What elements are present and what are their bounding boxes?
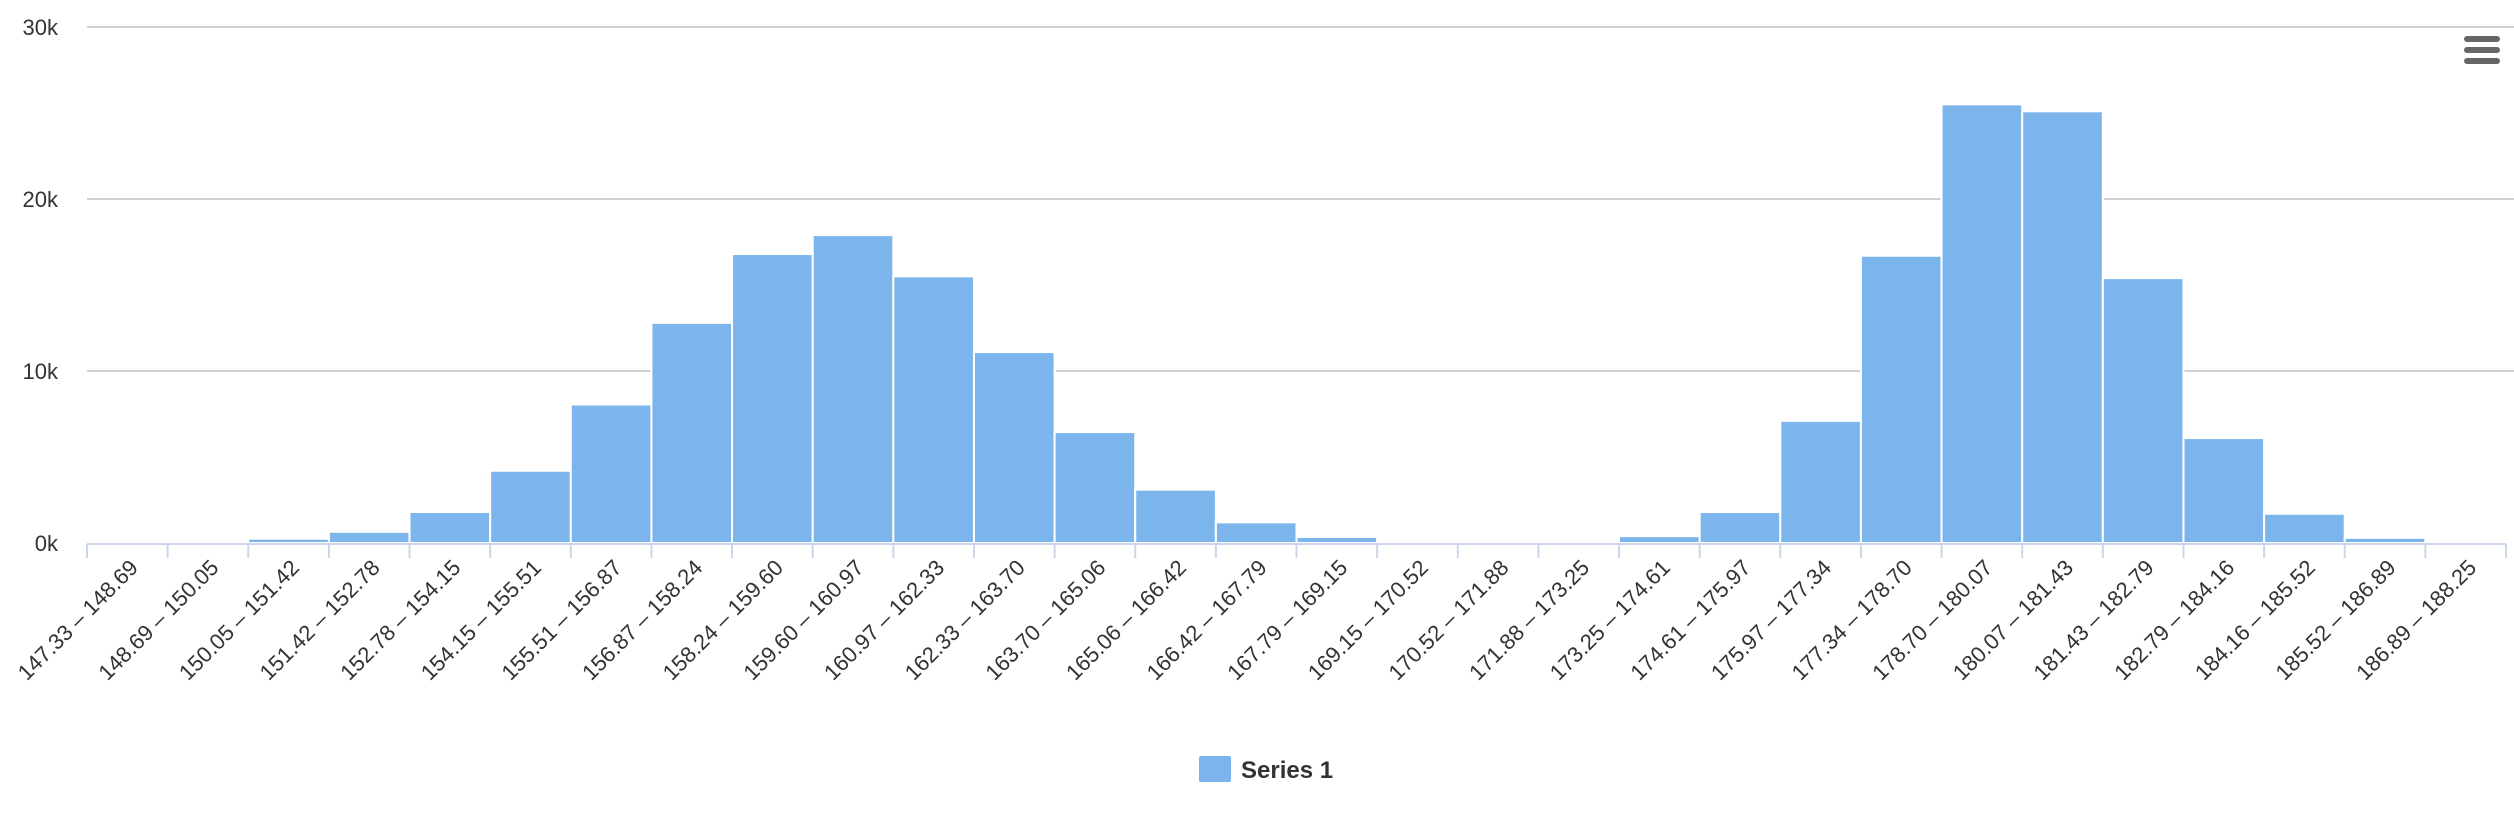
y-tick-label: 0k xyxy=(35,531,59,556)
menu-bar-2 xyxy=(2464,47,2500,53)
legend-label-series-1[interactable]: Series 1 xyxy=(1241,757,1333,784)
histogram-bar[interactable] xyxy=(811,234,895,544)
y-tick-label: 30k xyxy=(23,15,59,40)
histogram-bar[interactable] xyxy=(2424,541,2508,545)
y-tick-label: 10k xyxy=(23,359,59,384)
legend[interactable]: Series 1 xyxy=(1199,756,1333,784)
histogram-bar[interactable] xyxy=(1134,488,1217,544)
histogram-bar[interactable] xyxy=(489,469,572,545)
histogram-bar[interactable] xyxy=(1698,511,1782,544)
histogram-bar[interactable] xyxy=(1940,103,2024,545)
histogram-bar[interactable] xyxy=(1214,521,1298,544)
bars xyxy=(86,103,2508,545)
histogram-bar[interactable] xyxy=(972,351,1056,544)
histogram-bar[interactable] xyxy=(2101,277,2185,544)
histogram-bar[interactable] xyxy=(1295,535,1379,544)
histogram-bar[interactable] xyxy=(569,403,653,545)
histogram-bar[interactable] xyxy=(2021,110,2104,544)
histogram-bar[interactable] xyxy=(327,530,411,545)
y-tick-label: 20k xyxy=(23,187,59,212)
x-axis xyxy=(86,543,2507,558)
histogram-bar[interactable] xyxy=(892,275,975,544)
histogram-bar[interactable] xyxy=(247,537,330,545)
histogram-bar[interactable] xyxy=(650,321,734,544)
histogram-bar[interactable] xyxy=(731,253,814,544)
menu-bar-3 xyxy=(2464,58,2500,64)
hamburger-menu-icon[interactable] xyxy=(2452,24,2508,72)
legend-symbol xyxy=(1199,756,1231,782)
histogram-bar[interactable] xyxy=(2182,437,2266,544)
histogram-bar[interactable] xyxy=(1618,535,1701,544)
histogram-bar[interactable] xyxy=(1376,540,1459,545)
histogram-bar[interactable] xyxy=(166,541,250,545)
histogram-bar[interactable] xyxy=(2263,512,2346,545)
histogram-bar[interactable] xyxy=(1779,419,1862,545)
histogram-bar[interactable] xyxy=(1053,431,1137,544)
histogram-bar[interactable] xyxy=(1859,254,1943,544)
histogram-bar[interactable] xyxy=(2343,536,2427,545)
y-axis-labels: 0k 10k 20k 30k xyxy=(23,15,59,556)
histogram-bar[interactable] xyxy=(408,511,492,544)
menu-bar-1 xyxy=(2464,36,2500,42)
histogram-bar[interactable] xyxy=(1537,541,1621,545)
